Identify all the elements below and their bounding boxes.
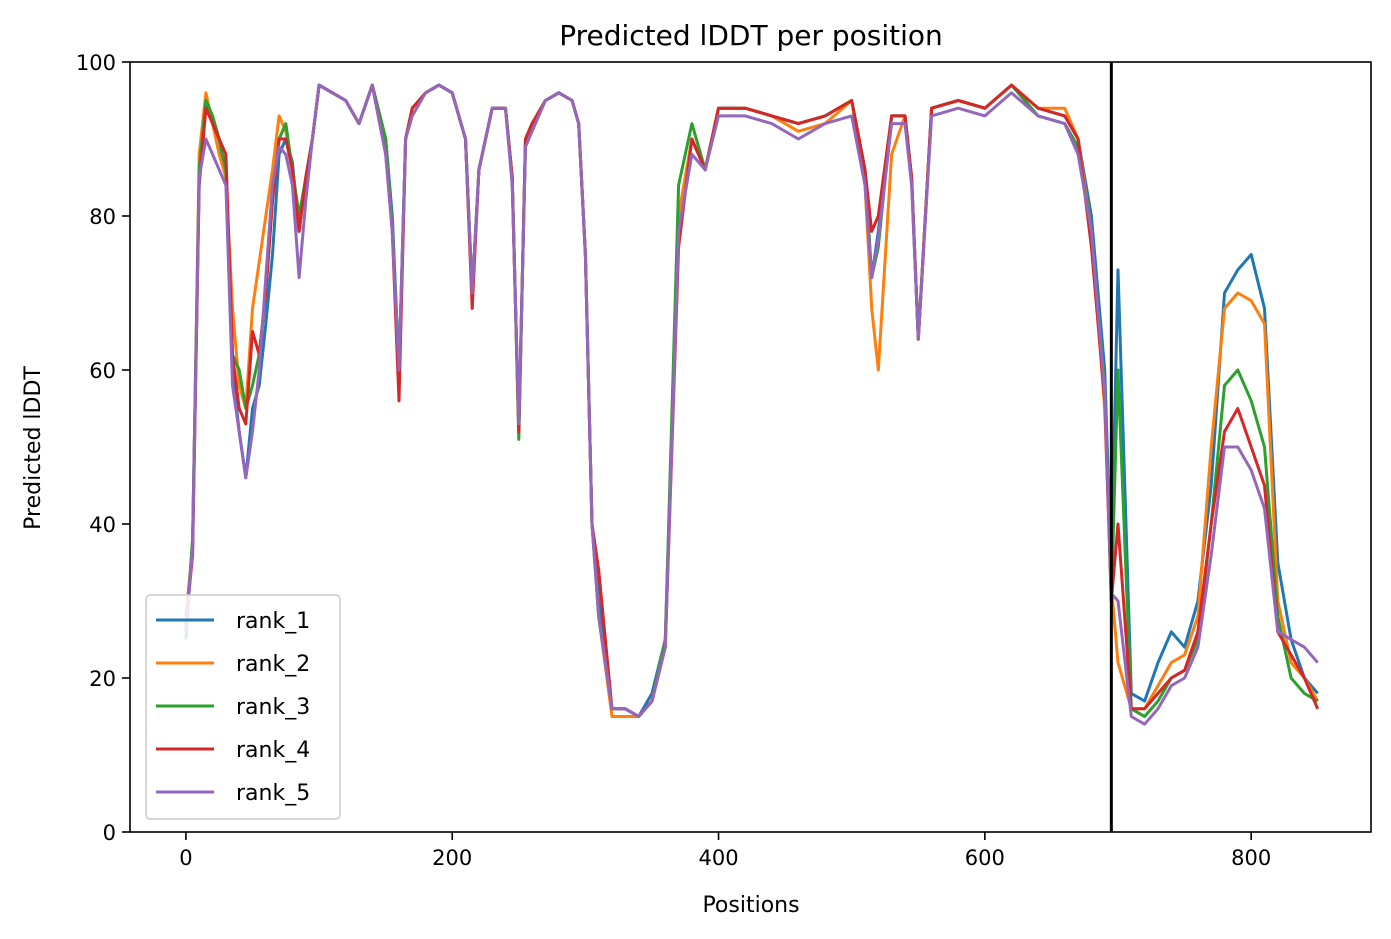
x-tick-label: 200 xyxy=(432,846,472,870)
legend-label: rank_3 xyxy=(236,695,310,720)
legend-label: rank_5 xyxy=(236,781,310,806)
y-tick-label: 60 xyxy=(89,359,116,383)
series-line-rank-4 xyxy=(184,83,1320,718)
y-tick-label: 80 xyxy=(89,205,116,229)
x-axis-label: Positions xyxy=(702,893,799,918)
series-layer xyxy=(184,83,1320,726)
series-line-rank-3 xyxy=(184,83,1319,718)
x-tick-label: 400 xyxy=(698,846,738,870)
series-line-rank-1 xyxy=(184,83,1319,718)
chart-title: Predicted lDDT per position xyxy=(559,19,943,52)
series-line-rank-5 xyxy=(184,83,1319,726)
y-tick-label: 0 xyxy=(103,821,116,845)
y-tick-label: 100 xyxy=(76,51,116,75)
x-tick-label: 600 xyxy=(965,846,1005,870)
x-tick-label: 0 xyxy=(179,846,192,870)
legend-box xyxy=(145,594,341,820)
y-ticks: 0 20 40 60 80 100 xyxy=(76,51,130,845)
legend-label: rank_1 xyxy=(236,609,310,634)
legend: rank_1 rank_2 rank_3 rank_4 rank_5 xyxy=(145,594,341,820)
x-ticks: 0 200 400 600 800 xyxy=(179,832,1271,870)
plot-frame xyxy=(129,61,1372,833)
x-tick-label: 800 xyxy=(1231,846,1271,870)
legend-label: rank_2 xyxy=(236,652,310,677)
y-tick-label: 20 xyxy=(89,667,116,691)
series-line-rank-2 xyxy=(184,83,1319,718)
y-tick-label: 40 xyxy=(89,513,116,537)
y-axis-label: Predicted lDDT xyxy=(21,366,46,530)
legend-label: rank_4 xyxy=(236,738,310,763)
